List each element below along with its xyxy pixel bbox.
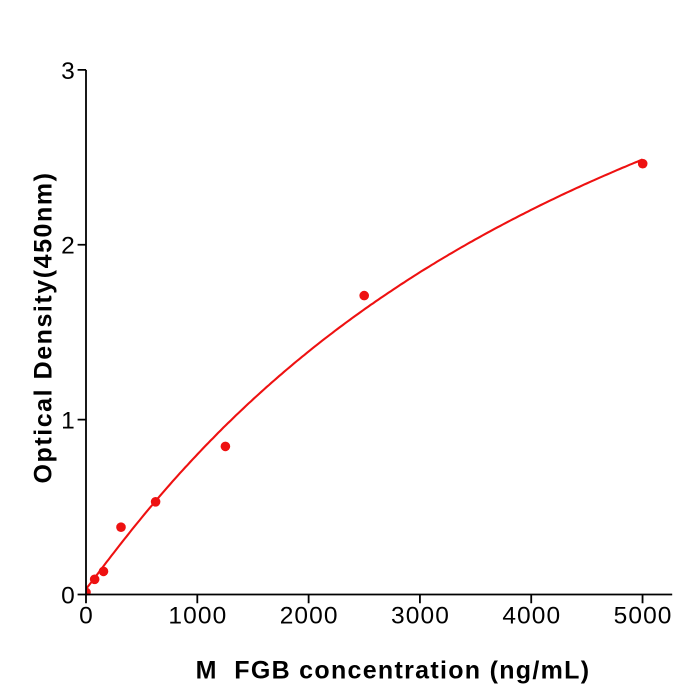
svg-text:5000: 5000 [614, 603, 673, 630]
svg-text:1000: 1000 [168, 603, 227, 630]
svg-text:2000: 2000 [280, 603, 339, 630]
svg-text:M FGB concentration (ng/mL): M FGB concentration (ng/mL) [196, 657, 591, 685]
svg-text:2: 2 [61, 233, 76, 260]
svg-text:3000: 3000 [391, 603, 450, 630]
svg-text:Optical Density(450nm): Optical Density(450nm) [30, 172, 58, 484]
svg-text:0: 0 [61, 583, 76, 610]
svg-text:0: 0 [79, 603, 94, 630]
svg-text:3: 3 [61, 58, 76, 85]
svg-text:4000: 4000 [502, 603, 561, 630]
svg-text:1: 1 [61, 408, 76, 435]
